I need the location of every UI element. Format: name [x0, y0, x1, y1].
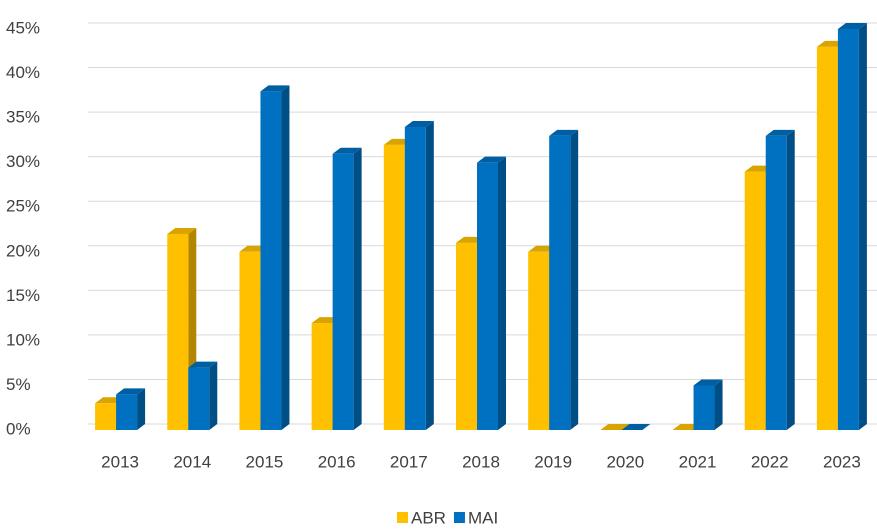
x-tick-label: 2015 [246, 452, 284, 471]
y-tick-label: 25% [6, 197, 40, 216]
bar-side [786, 129, 795, 430]
bar [239, 251, 261, 430]
y-tick-label: 40% [6, 63, 40, 82]
bar [744, 171, 766, 431]
bar [95, 403, 117, 430]
bar [332, 153, 354, 430]
bar-top [837, 23, 867, 29]
bar-top [621, 424, 651, 430]
bar-side [209, 361, 218, 430]
x-tick-label: 2013 [101, 452, 139, 471]
bar-top [116, 388, 146, 395]
bar [116, 394, 138, 430]
bar [188, 367, 210, 430]
bar-side [425, 121, 434, 431]
bar-side [858, 23, 867, 430]
bar-top [404, 121, 434, 128]
bar [837, 29, 859, 430]
x-tick-label: 2018 [462, 452, 500, 471]
bar [693, 385, 715, 430]
y-tick-label: 0% [6, 419, 31, 438]
bar [528, 251, 550, 430]
bar-side [353, 147, 362, 430]
bar-side [714, 379, 723, 430]
bar-top [332, 147, 362, 154]
bar-top [693, 379, 723, 386]
y-tick-label: 5% [6, 375, 31, 394]
bar-side [137, 388, 146, 430]
y-tick-label: 30% [6, 152, 40, 171]
bar-side [281, 85, 290, 430]
bar [260, 91, 282, 430]
x-tick-label: 2021 [679, 452, 717, 471]
bar [404, 127, 426, 431]
legend-swatch [453, 512, 465, 523]
y-tick-label: 15% [6, 286, 40, 305]
bar [816, 46, 838, 430]
bar-side [570, 129, 579, 430]
y-tick-label: 35% [6, 108, 40, 127]
x-tick-label: 2022 [751, 452, 789, 471]
bar-top [765, 129, 795, 136]
bar-top [188, 361, 218, 368]
x-tick-label: 2016 [318, 452, 356, 471]
y-tick-label: 10% [6, 330, 40, 349]
bar-top [549, 129, 579, 136]
bar-top [260, 85, 290, 92]
bar [456, 242, 477, 430]
bar-top [477, 156, 506, 163]
bar [549, 135, 571, 430]
x-tick-label: 2020 [606, 452, 644, 471]
bar [167, 233, 189, 430]
y-tick-label: 20% [6, 241, 40, 260]
legend-label: ABR [411, 508, 446, 527]
legend-label: MAI [468, 508, 498, 527]
bar-top [167, 227, 197, 234]
bar-side [498, 156, 506, 430]
bar [383, 144, 405, 430]
bar-top [600, 424, 630, 430]
legend-swatch [397, 512, 408, 523]
x-tick-label: 2019 [534, 452, 572, 471]
bar [477, 162, 498, 430]
bar [311, 323, 333, 430]
x-tick-label: 2014 [173, 452, 211, 471]
y-tick-label: 45% [6, 18, 40, 37]
x-tick-label: 2017 [390, 452, 428, 471]
bar [765, 135, 787, 430]
x-tick-label: 2023 [823, 452, 861, 471]
